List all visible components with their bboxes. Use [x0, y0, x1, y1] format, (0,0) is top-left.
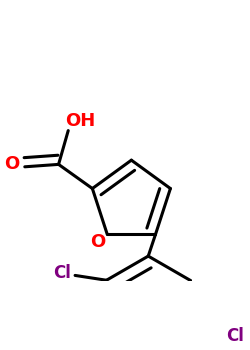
Text: Cl: Cl — [226, 327, 244, 345]
Text: Cl: Cl — [53, 264, 71, 282]
Text: O: O — [90, 233, 105, 251]
Text: OH: OH — [65, 112, 96, 130]
Text: O: O — [4, 155, 19, 173]
